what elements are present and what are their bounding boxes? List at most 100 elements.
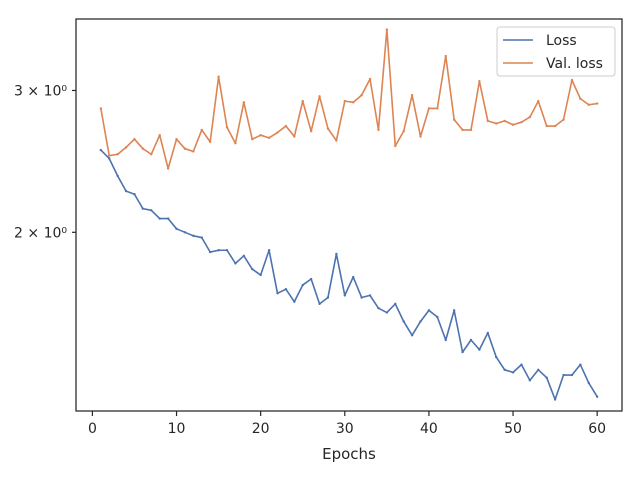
legend: Loss Val. loss: [496, 26, 616, 77]
data-point-val-loss: [545, 124, 548, 128]
data-point-loss: [570, 373, 574, 377]
data-point-loss: [225, 249, 229, 252]
data-point-val-loss: [192, 150, 195, 153]
data-point-loss: [116, 174, 119, 178]
data-point-val-loss: [452, 118, 456, 121]
data-point-loss: [385, 311, 389, 314]
data-point-loss: [553, 398, 557, 401]
data-point-loss: [495, 355, 498, 359]
x-tick-label: 30: [336, 421, 354, 437]
x-tick-label: 40: [420, 421, 438, 437]
data-point-val-loss: [309, 130, 313, 133]
data-point-val-loss: [553, 124, 557, 128]
data-point-loss: [503, 368, 506, 371]
data-point-loss: [520, 363, 523, 366]
data-point-loss: [394, 302, 397, 306]
data-point-val-loss: [158, 133, 161, 137]
data-point-loss: [242, 254, 246, 258]
data-point-val-loss: [150, 153, 153, 156]
data-point-loss: [318, 302, 321, 306]
data-point-loss: [343, 294, 346, 297]
data-point-val-loss: [141, 147, 145, 150]
data-point-val-loss: [495, 122, 498, 125]
data-point-loss: [326, 296, 330, 299]
data-point-val-loss: [225, 126, 229, 129]
data-point-val-loss: [352, 101, 355, 104]
data-point-val-loss: [394, 144, 397, 148]
data-point-loss: [99, 148, 103, 152]
data-point-val-loss: [520, 120, 523, 124]
legend-label-val-loss: Val. loss: [546, 56, 603, 72]
data-point-val-loss: [116, 153, 119, 156]
data-point-val-loss: [562, 118, 565, 121]
data-point-val-loss: [242, 101, 246, 104]
x-tick-label: 20: [252, 421, 270, 437]
data-point-val-loss: [284, 124, 288, 128]
data-point-val-loss: [385, 28, 389, 31]
data-point-val-loss: [402, 130, 405, 133]
data-point-val-loss: [478, 80, 481, 83]
data-point-val-loss: [444, 54, 447, 58]
data-point-loss: [486, 331, 490, 335]
data-point-loss: [124, 189, 128, 193]
data-point-loss: [293, 300, 296, 303]
data-point-val-loss: [99, 107, 103, 110]
data-point-val-loss: [377, 128, 380, 132]
data-point-loss: [208, 250, 212, 254]
data-point-loss: [478, 348, 481, 351]
data-point-val-loss: [343, 99, 346, 103]
data-point-val-loss: [166, 167, 170, 170]
data-point-loss: [444, 338, 447, 342]
data-point-loss: [511, 371, 515, 374]
data-point-val-loss: [217, 75, 220, 78]
data-point-loss: [301, 283, 304, 287]
data-point-loss: [461, 350, 464, 354]
data-point-val-loss: [326, 127, 330, 130]
data-point-loss: [234, 262, 237, 265]
data-point-val-loss: [335, 139, 338, 142]
data-point-val-loss: [511, 123, 515, 126]
data-point-loss: [352, 275, 355, 279]
data-point-loss: [452, 309, 456, 312]
data-point-val-loss: [436, 107, 439, 110]
data-point-loss: [133, 193, 136, 196]
data-point-val-loss: [461, 128, 464, 132]
data-point-loss: [587, 381, 590, 385]
x-tick-label: 50: [504, 421, 522, 437]
data-point-loss: [150, 209, 153, 212]
x-tick-label: 60: [588, 421, 606, 437]
data-point-loss: [537, 368, 540, 371]
x-axis: 0 10 20 30 40 50 60: [88, 411, 606, 437]
data-point-loss: [469, 338, 473, 342]
data-point-val-loss: [318, 95, 321, 98]
data-point-val-loss: [183, 147, 187, 150]
data-point-loss: [436, 315, 439, 319]
data-point-val-loss: [528, 115, 532, 119]
legend-label-loss: Loss: [546, 33, 577, 49]
data-point-loss: [427, 309, 431, 312]
data-point-val-loss: [469, 128, 473, 132]
data-point-loss: [183, 231, 187, 234]
series-line-val-loss: [100, 28, 598, 170]
data-point-val-loss: [537, 99, 540, 103]
x-tick-label: 10: [168, 421, 186, 437]
data-point-loss: [108, 157, 111, 160]
data-point-val-loss: [410, 93, 414, 97]
data-point-loss: [595, 395, 599, 398]
data-point-val-loss: [503, 119, 506, 123]
series-points-loss: [99, 148, 599, 401]
data-point-loss: [402, 320, 405, 323]
data-point-val-loss: [124, 146, 128, 149]
data-point-loss: [360, 296, 363, 299]
data-point-loss: [251, 267, 254, 271]
data-point-val-loss: [108, 154, 111, 157]
data-point-val-loss: [293, 135, 296, 138]
data-point-val-loss: [133, 137, 136, 141]
data-point-val-loss: [234, 142, 237, 145]
series-points-val-loss: [99, 28, 599, 170]
data-point-val-loss: [419, 135, 422, 138]
data-point-loss: [545, 376, 548, 379]
data-point-loss: [562, 373, 565, 377]
data-point-loss: [528, 379, 532, 382]
data-point-val-loss: [587, 103, 590, 106]
